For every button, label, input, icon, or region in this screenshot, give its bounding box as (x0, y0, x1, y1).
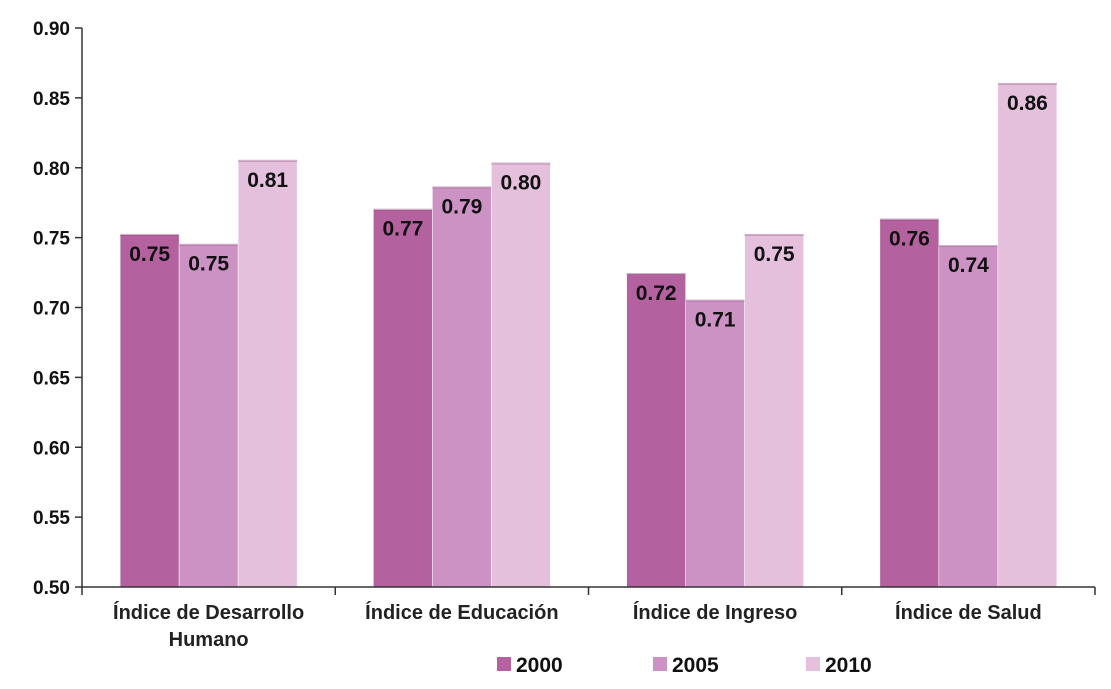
data-label: 0.77 (382, 218, 423, 241)
data-label: 0.75 (129, 243, 170, 266)
y-tick-label: 0.50 (33, 578, 70, 599)
y-tick-label: 0.60 (33, 438, 70, 459)
bars: 0.75 0.75 0.81 0.77 0.79 0.80 0.72 0.71 0.75 0.76… (119, 82, 1058, 588)
category-label: Índice de Desarrollo Humano (113, 601, 304, 651)
bar-2000-3 (626, 273, 686, 588)
bar-2005-3 (685, 300, 745, 588)
bar-2010-2 (491, 163, 551, 588)
y-tick-label: 0.70 (33, 299, 70, 320)
data-label: 0.75 (188, 253, 229, 276)
x-axis: Índice de Desarrollo Humano Índice de Educ… (81, 586, 1096, 651)
data-label: 0.80 (500, 172, 541, 195)
legend-swatch-2000 (497, 657, 511, 671)
legend-label: 2000 (516, 654, 563, 677)
legend-label: 2005 (672, 654, 719, 677)
y-tick-label: 0.75 (33, 229, 70, 250)
data-label: 0.71 (695, 309, 736, 332)
category-label: Índice de Ingreso (633, 601, 797, 624)
legend: 2000 2005 2010 (497, 654, 872, 677)
y-tick-label: 0.65 (33, 368, 70, 389)
bar-2005-2 (432, 187, 492, 588)
data-label: 0.72 (636, 282, 677, 305)
bar-2005-1 (178, 244, 239, 588)
data-label: 0.74 (948, 254, 989, 277)
bar-2010-3 (744, 234, 804, 588)
y-axis: 0.50 0.55 0.60 0.65 0.70 0.75 0.80 0.85 0.90 (33, 19, 83, 599)
bar-2000-1 (119, 234, 180, 588)
y-tick-label: 0.80 (33, 159, 70, 180)
y-tick-label: 0.55 (33, 508, 70, 529)
data-label: 0.76 (889, 227, 930, 250)
data-label: 0.79 (441, 195, 482, 218)
legend-swatch-2010 (806, 657, 820, 671)
legend-swatch-2005 (653, 657, 667, 671)
bar-2005-4 (938, 245, 999, 588)
bar-2000-2 (373, 209, 433, 588)
bar-2010-4 (997, 83, 1058, 588)
data-label: 0.75 (754, 243, 795, 266)
y-tick-label: 0.90 (33, 19, 70, 40)
category-label: Índice de Salud (895, 601, 1042, 624)
data-label: 0.81 (247, 169, 288, 192)
bar-2000-4 (879, 219, 940, 588)
legend-label: 2010 (825, 654, 872, 677)
category-label: Índice de Educación (365, 601, 558, 624)
data-label: 0.86 (1007, 92, 1048, 115)
y-tick-label: 0.85 (33, 89, 70, 110)
bar-2010-1 (237, 160, 298, 588)
